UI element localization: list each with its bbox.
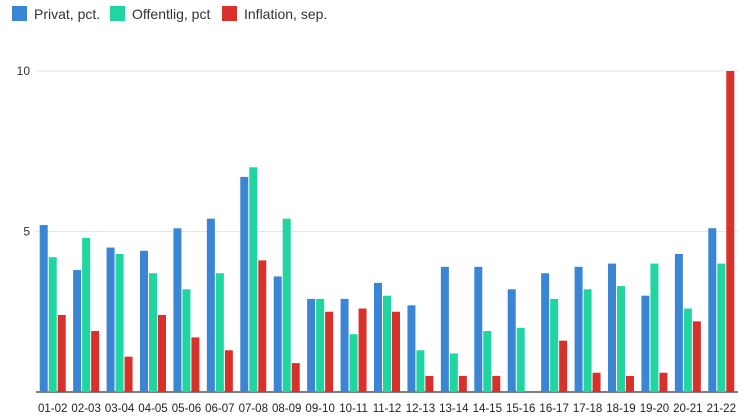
bar <box>383 295 391 392</box>
bar <box>659 372 668 392</box>
bar <box>82 237 91 392</box>
bar <box>692 321 701 392</box>
legend-label: Privat, pct. <box>34 6 100 22</box>
x-tick-label: 13-14 <box>439 403 469 415</box>
bar <box>57 314 66 392</box>
bar <box>559 340 568 392</box>
bar <box>550 298 559 392</box>
bar <box>91 331 100 392</box>
bar <box>626 375 634 392</box>
bar <box>191 337 200 392</box>
legend-item[interactable]: Inflation, sep. <box>222 6 327 22</box>
bar <box>492 375 501 392</box>
legend-swatch <box>110 6 125 21</box>
x-tick-label: 02-03 <box>71 403 100 415</box>
x-tick-label: 12-13 <box>406 403 435 415</box>
bar <box>574 266 583 392</box>
bar <box>215 273 224 392</box>
legend-swatch <box>12 6 27 21</box>
x-tick-label: 05-06 <box>172 403 201 415</box>
x-tick-label: 17-18 <box>573 403 602 415</box>
bar <box>641 295 650 392</box>
bar <box>717 263 726 392</box>
bar <box>182 289 191 392</box>
bars <box>39 71 735 392</box>
x-tick-label: 09-10 <box>305 403 334 415</box>
bar <box>674 253 683 392</box>
bar <box>291 363 300 392</box>
bar <box>458 375 467 392</box>
bar <box>73 270 82 392</box>
bar <box>416 350 425 392</box>
bar <box>124 356 133 392</box>
legend-label: Inflation, sep. <box>244 6 327 22</box>
bar <box>483 331 492 392</box>
y-tick-label: 10 <box>17 64 31 78</box>
bar <box>708 228 717 392</box>
bar <box>249 167 258 392</box>
bar <box>273 276 282 392</box>
bar <box>349 334 358 392</box>
x-tick-label: 16-17 <box>539 403 568 415</box>
x-tick-label: 18-19 <box>606 403 635 415</box>
x-tick-label: 20-21 <box>673 403 702 415</box>
bar <box>425 375 434 392</box>
bar <box>173 228 182 392</box>
bar <box>206 218 215 392</box>
bar <box>258 260 267 392</box>
bar <box>583 289 592 392</box>
y-axis-labels: 5 10 <box>17 64 31 239</box>
bar <box>224 350 233 392</box>
bar <box>115 253 124 392</box>
bar <box>106 247 115 392</box>
x-tick-label: 10-11 <box>339 403 368 415</box>
bar <box>149 273 157 392</box>
bar <box>340 298 349 392</box>
bar <box>617 286 625 392</box>
y-tick-label: 5 <box>23 225 30 239</box>
bar <box>541 273 550 392</box>
legend-label: Offentlig, pct <box>132 6 210 22</box>
bar <box>474 266 483 392</box>
bar <box>650 263 659 392</box>
bar <box>282 218 291 392</box>
legend-swatch <box>222 6 237 21</box>
bar <box>407 305 416 392</box>
bar <box>516 327 525 392</box>
bar <box>449 353 458 392</box>
x-tick-label: 11-12 <box>373 403 402 415</box>
x-tick-label: 15-16 <box>506 403 535 415</box>
bar <box>608 263 616 392</box>
x-tick-label: 07-08 <box>239 403 268 415</box>
x-tick-label: 08-09 <box>272 403 301 415</box>
bar <box>726 71 735 392</box>
bar <box>39 225 48 392</box>
legend-item[interactable]: Privat, pct. <box>12 6 100 22</box>
x-tick-label: 06-07 <box>205 403 234 415</box>
bar <box>48 257 57 392</box>
bar <box>592 372 601 392</box>
x-tick-label: 04-05 <box>138 403 167 415</box>
x-tick-label: 01-02 <box>38 403 67 415</box>
bar <box>374 282 382 392</box>
legend: Privat, pct. Offentlig, pct Inflation, sep… <box>12 6 327 22</box>
bar <box>307 298 316 392</box>
bar <box>440 266 449 392</box>
legend-item[interactable]: Offentlig, pct <box>110 6 210 22</box>
bar <box>158 314 166 392</box>
x-tick-label: 03-04 <box>105 403 135 415</box>
bar <box>325 311 334 392</box>
bar <box>358 308 367 392</box>
bar <box>140 250 148 392</box>
bar <box>507 289 516 392</box>
x-axis-labels: 01-02 02-03 03-04 04-05 05-06 06-07 07-08 08-09… <box>38 403 736 415</box>
bar <box>240 176 249 392</box>
bar <box>392 311 400 392</box>
x-tick-label: 19-20 <box>640 403 669 415</box>
x-tick-label: 21-22 <box>707 403 736 415</box>
bar <box>683 308 692 392</box>
x-tick-label: 14-15 <box>473 403 502 415</box>
bar <box>316 298 325 392</box>
